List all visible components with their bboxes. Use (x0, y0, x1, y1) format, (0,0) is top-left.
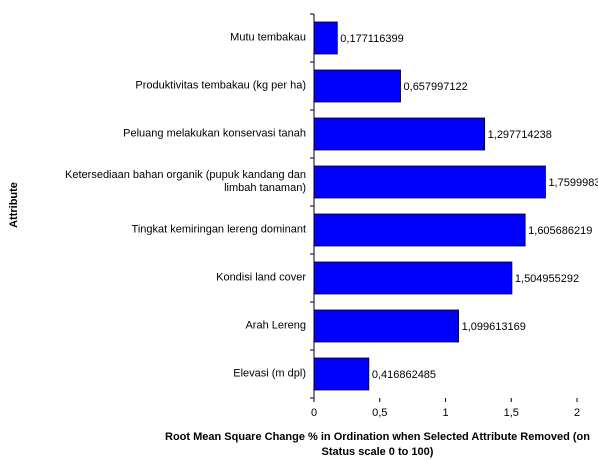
bar (313, 165, 546, 199)
y-tick-label: Mutu tembakau (230, 31, 306, 44)
x-axis-title: Root Mean Square Change % in Ordination … (165, 431, 590, 458)
value-label: 1,504955292 (515, 273, 579, 285)
y-tick-label: Ketersediaan bahan organik (pupuk kandan… (65, 169, 306, 194)
bar (313, 117, 486, 151)
value-label: 0,416862485 (372, 369, 436, 381)
value-label: 1,099613169 (462, 321, 526, 333)
bar (313, 21, 338, 55)
y-tick-label: Peluang melakukan konservasi tanah (123, 127, 306, 140)
bar (313, 69, 401, 103)
x-tick-label: 0,5 (372, 407, 387, 419)
x-tick-label: 1 (442, 407, 448, 419)
y-tick-label: Tingkat kemiringan lereng dominant (131, 223, 306, 236)
y-tick-label: Elevasi (m dpl) (233, 367, 306, 380)
bar (313, 261, 513, 295)
y-axis-title: Attribute (8, 182, 20, 228)
value-label: 0,177116399 (340, 33, 403, 45)
bar (313, 213, 526, 247)
value-label: 1,759998302 (548, 177, 598, 189)
y-tick-label: Arah Lereng (245, 319, 306, 332)
y-tick-label: Produktivitas tembakau (kg per ha) (135, 79, 306, 92)
x-tick-label: 1,5 (504, 407, 519, 419)
value-label: 1,297714238 (488, 129, 552, 141)
value-label: 1,605686219 (528, 225, 592, 237)
y-tick-label: Kondisi land cover (216, 271, 306, 284)
bar (313, 309, 459, 343)
value-label: 0,657997122 (404, 81, 468, 93)
x-tick-label: 2 (574, 407, 580, 419)
x-tick-label: 0 (311, 407, 317, 419)
bar (313, 357, 370, 391)
